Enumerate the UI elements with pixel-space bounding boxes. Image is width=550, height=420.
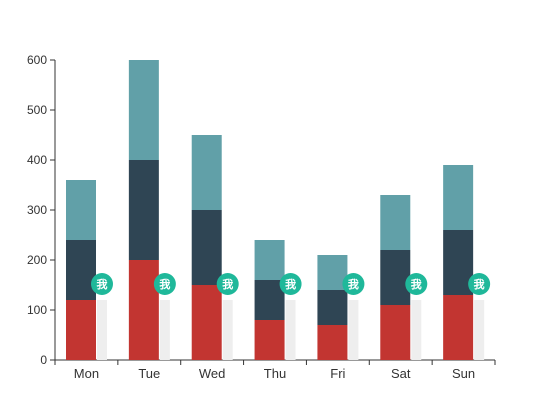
y-tick-label: 300 xyxy=(27,203,47,217)
bar-segment-series-1 xyxy=(254,320,285,360)
marker-label: 我 xyxy=(159,277,170,291)
x-tick-label: Wed xyxy=(199,366,226,381)
marker-badge xyxy=(91,273,113,295)
marker-badge xyxy=(405,273,428,295)
bar-segment-series-1 xyxy=(317,325,348,360)
bar-segment-series-3 xyxy=(317,255,348,290)
shadow-bar xyxy=(222,300,233,360)
shadow-bar xyxy=(285,300,296,360)
y-tick-label: 100 xyxy=(27,303,47,317)
bar-segment-series-3 xyxy=(191,135,222,210)
bar-segment-series-1 xyxy=(128,260,159,360)
bar-segment-series-3 xyxy=(128,60,159,160)
y-tick-label: 0 xyxy=(40,353,47,367)
bar-segment-series-2 xyxy=(317,290,348,325)
marker-label: 我 xyxy=(222,277,233,291)
y-tick-label: 200 xyxy=(27,253,47,267)
bar-segment-series-3 xyxy=(380,195,411,250)
x-tick-label: Tue xyxy=(138,366,160,381)
x-tick-label: Sun xyxy=(452,366,475,381)
marker-badge xyxy=(279,273,302,295)
bar-segment-series-2 xyxy=(128,160,159,260)
bar-segment-series-2 xyxy=(254,280,285,320)
bar-segment-series-3 xyxy=(254,240,285,280)
marker-label: 我 xyxy=(411,277,422,291)
shadow-bar xyxy=(159,300,170,360)
bar-segment-series-1 xyxy=(443,295,474,360)
x-tick-label: Mon xyxy=(74,366,99,381)
x-tick-label: Sat xyxy=(391,366,411,381)
bar-segment-series-1 xyxy=(66,300,96,360)
bar-segment-series-2 xyxy=(443,230,474,295)
bar-segment-series-3 xyxy=(443,165,474,230)
marker-badge xyxy=(216,273,239,295)
bar-segment-series-3 xyxy=(66,180,96,240)
y-tick-label: 500 xyxy=(27,103,47,117)
y-tick-label: 600 xyxy=(27,53,47,67)
marker-label: 我 xyxy=(97,277,108,291)
marker-label: 我 xyxy=(285,277,296,291)
shadow-bar xyxy=(97,300,107,360)
bar-segment-series-1 xyxy=(191,285,222,360)
shadow-bar xyxy=(474,300,485,360)
bar-segment-series-2 xyxy=(380,250,411,305)
x-tick-label: Thu xyxy=(264,366,286,381)
marker-badge xyxy=(342,273,365,295)
marker-badge xyxy=(153,273,176,295)
bar-segment-series-1 xyxy=(380,305,411,360)
shadow-bar xyxy=(411,300,422,360)
marker-label: 我 xyxy=(474,277,485,291)
bar-segment-series-2 xyxy=(66,240,96,300)
y-tick-label: 400 xyxy=(27,153,47,167)
marker-badge xyxy=(468,273,491,295)
x-tick-label: Fri xyxy=(330,366,345,381)
bar-segment-series-2 xyxy=(191,210,222,285)
shadow-bar xyxy=(348,300,359,360)
marker-label: 我 xyxy=(348,277,359,291)
